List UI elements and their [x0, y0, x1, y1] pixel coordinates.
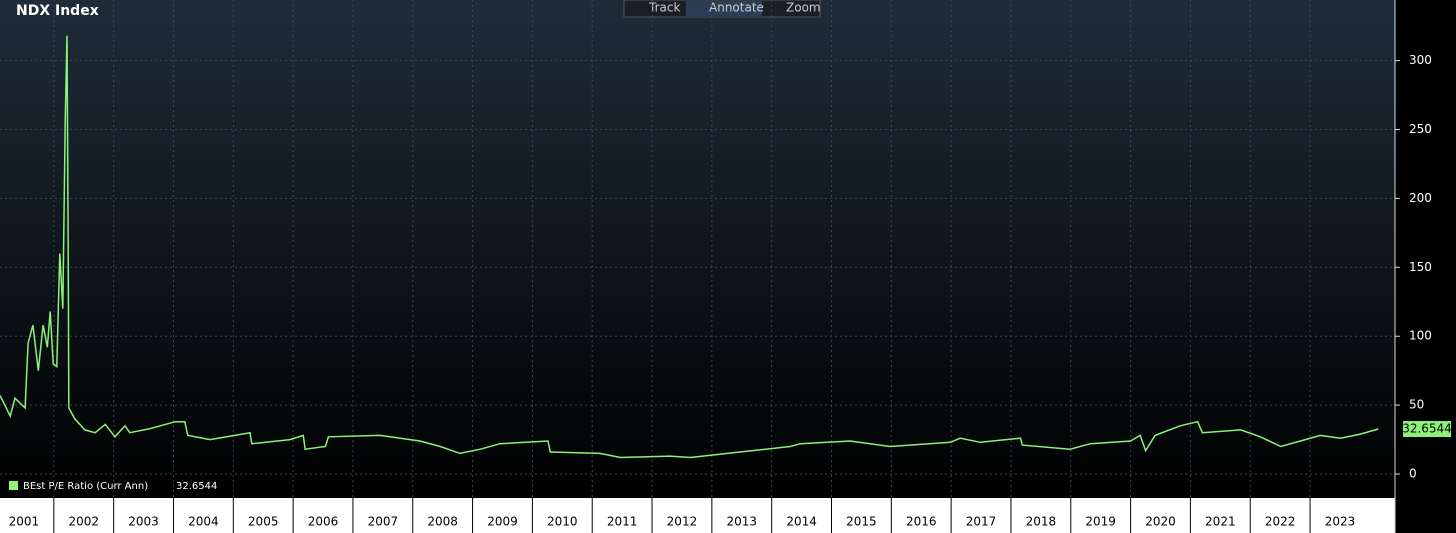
x-tick-label: 2015: [846, 515, 877, 529]
x-tick-label: 2017: [966, 515, 997, 529]
toolbar-active: [686, 1, 762, 16]
x-tick-label: 2002: [68, 515, 99, 529]
x-tick-label: 2014: [786, 515, 817, 529]
y-tick-label: 300: [1409, 53, 1432, 67]
y-tick-label: 200: [1409, 191, 1432, 205]
chart-title: NDX Index: [16, 3, 99, 19]
y-tick-label: 150: [1409, 260, 1432, 274]
x-tick-label: 2003: [128, 515, 159, 529]
last-value-box: [1403, 421, 1451, 438]
x-tick-label: 2008: [427, 515, 458, 529]
x-tick-label: 2006: [308, 515, 339, 529]
x-tick-label: 2005: [248, 515, 279, 529]
data-line: [0, 35, 1379, 459]
x-tick-label: 2001: [9, 515, 40, 529]
legend-swatch: [9, 481, 18, 490]
x-tick-label: 2016: [906, 515, 937, 529]
x-tick-label: 2022: [1265, 515, 1296, 529]
x-tick-label: 2020: [1145, 515, 1176, 529]
x-tick-label: 2023: [1325, 515, 1356, 529]
x-axis-strip: [0, 498, 1395, 533]
y-tick-label: 0: [1409, 467, 1417, 481]
y-tick-label: 250: [1409, 122, 1432, 136]
last-value-label: 32.6544: [1402, 422, 1452, 436]
x-tick-label: 2012: [667, 515, 698, 529]
legend-value: 32.6544: [176, 481, 217, 492]
toolbar-zoom[interactable]: Zoom: [786, 1, 821, 15]
x-tick-label: 2013: [726, 515, 757, 529]
x-tick-label: 2021: [1205, 515, 1236, 529]
plot-background: [0, 0, 1395, 498]
toolbar-track[interactable]: Track: [648, 1, 680, 15]
y-tick-label: 50: [1409, 398, 1424, 412]
y-tick-label: 100: [1409, 329, 1432, 343]
x-tick-label: 2011: [607, 515, 638, 529]
x-tick-label: 2009: [487, 515, 518, 529]
legend-name: BEst P/E Ratio (Curr Ann): [23, 481, 148, 492]
toolbar: Track Annotate Zoom: [623, 0, 821, 18]
x-tick-label: 2007: [368, 515, 399, 529]
x-tick-label: 2019: [1085, 515, 1116, 529]
x-tick-label: 2010: [547, 515, 578, 529]
x-tick-label: 2018: [1026, 515, 1057, 529]
x-tick-label: 2004: [188, 515, 219, 529]
toolbar-annotate[interactable]: Annotate: [709, 1, 764, 15]
